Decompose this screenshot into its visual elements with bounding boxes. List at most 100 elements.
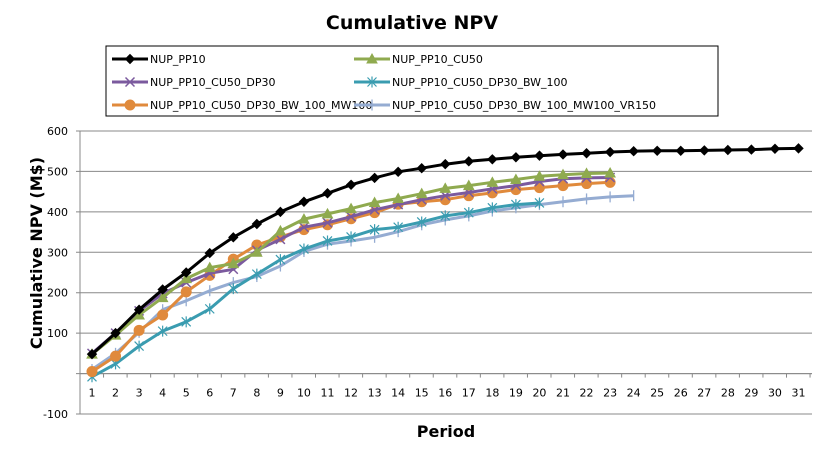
legend-label: NUP_PP10_CU50_DP30	[150, 76, 276, 89]
data-point	[180, 267, 192, 278]
x-tick-label: 21	[556, 387, 570, 400]
series-line	[91, 194, 634, 371]
y-tick-label: -100	[43, 408, 68, 421]
data-point	[299, 243, 309, 255]
data-point	[321, 207, 334, 219]
data-point	[746, 144, 757, 155]
data-point	[251, 268, 262, 280]
data-point	[275, 254, 286, 266]
x-tick-label: 26	[674, 387, 688, 400]
data-point	[463, 156, 475, 167]
data-point	[699, 145, 710, 156]
y-tick-labels: -100 100 200 300 400 500 600	[43, 125, 68, 421]
legend-item: NUP_PP10_CU50	[354, 52, 483, 66]
x-tick-label: 14	[391, 387, 405, 400]
data-point	[557, 168, 569, 180]
data-point	[251, 246, 263, 257]
data-point	[322, 235, 333, 247]
x-tick-label: 25	[650, 387, 664, 400]
legend-item: NUP_PP10_CU50_DP30	[112, 76, 276, 89]
data-point	[180, 286, 192, 298]
data-point	[133, 304, 145, 315]
series-layer	[86, 143, 804, 383]
data-point	[86, 366, 98, 378]
data-point	[124, 76, 136, 88]
data-point	[486, 176, 499, 187]
x-tick-label: 6	[206, 387, 213, 400]
data-point	[346, 211, 357, 222]
data-point	[133, 324, 145, 336]
x-tick-label: 11	[321, 387, 335, 400]
x-tick-label: 10	[297, 387, 311, 400]
data-point	[510, 152, 522, 163]
data-point	[439, 182, 452, 193]
data-point	[110, 350, 122, 362]
x-tick-label: 4	[159, 387, 166, 400]
x-tick-label: 29	[744, 387, 758, 400]
data-point	[134, 340, 145, 352]
data-point	[510, 173, 522, 185]
data-point	[534, 150, 545, 161]
x-tick-label: 2	[112, 387, 119, 400]
x-tick-label: 30	[768, 387, 782, 400]
x-tick-label: 23	[603, 387, 617, 400]
data-point	[392, 192, 404, 204]
data-point	[487, 154, 498, 165]
series-nup-pp10-cu50	[86, 167, 616, 359]
data-point	[86, 348, 98, 360]
data-point	[462, 179, 475, 191]
data-point	[628, 146, 639, 157]
y-tick-label: 200	[47, 287, 68, 300]
data-point	[204, 303, 215, 315]
data-point	[156, 291, 169, 303]
series-line	[91, 201, 540, 379]
x-tick-label: 24	[627, 387, 641, 400]
data-point	[533, 170, 546, 181]
data-point	[557, 180, 569, 192]
data-point	[110, 327, 121, 339]
data-point	[228, 232, 239, 243]
legend-label: NUP_PP10_CU50_DP30_BW_100_MW100	[150, 99, 372, 112]
data-point	[366, 52, 378, 64]
x-tick-label: 3	[136, 387, 143, 400]
x-tick-label: 15	[415, 387, 429, 400]
data-point	[722, 144, 734, 156]
x-tick-label: 31	[792, 387, 806, 400]
data-point	[275, 234, 286, 245]
x-tick-label: 28	[721, 387, 735, 400]
y-axis-title: Cumulative NPV (M$)	[27, 157, 46, 349]
legend-item: NUP_PP10	[112, 53, 206, 66]
x-tick-label: 16	[438, 387, 452, 400]
series-nup-pp10	[86, 143, 804, 360]
data-point	[157, 309, 169, 321]
x-tick-label: 12	[344, 387, 358, 400]
data-point	[275, 206, 286, 218]
x-tick-label: 18	[485, 387, 499, 400]
data-point	[675, 145, 686, 157]
legend-item: NUP_PP10_CU50_DP30_BW_100_MW100	[112, 99, 372, 112]
data-point	[369, 224, 380, 236]
data-point	[581, 178, 593, 190]
x-tick-label: 7	[230, 387, 237, 400]
data-point	[651, 145, 663, 157]
x-tick-label: 9	[277, 387, 284, 400]
y-tick-label: 100	[47, 327, 68, 340]
data-point	[203, 261, 216, 273]
axes	[79, 131, 812, 414]
data-point	[181, 316, 192, 328]
data-point	[510, 199, 521, 211]
x-tick-labels: 1 2 3 4 5 6 7 8 9 10 11 12 13 14 15 16 17 18 19 20 21 22 23 24 2…	[89, 387, 806, 400]
series-line	[90, 146, 799, 356]
data-point	[124, 53, 136, 65]
legend-box	[105, 45, 719, 117]
x-tick-label: 8	[253, 387, 260, 400]
data-point	[580, 167, 593, 178]
data-point	[416, 216, 427, 228]
y-tick-label: 600	[47, 125, 68, 138]
y-tick-label: 500	[47, 165, 68, 178]
data-point	[322, 188, 333, 199]
data-point	[345, 179, 357, 190]
data-point	[393, 221, 404, 233]
data-point	[463, 207, 474, 219]
data-point	[345, 202, 357, 214]
